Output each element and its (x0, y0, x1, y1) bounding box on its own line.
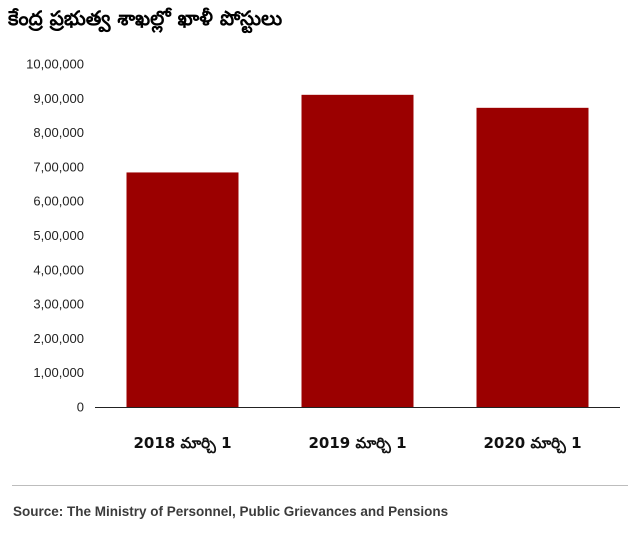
y-tick-label: 0 (77, 400, 84, 415)
x-tick-label: 2020 మార్చి 1 (484, 434, 582, 454)
x-axis-labels: 2018 మార్చి 1 2019 మార్చి 1 2020 మార్చి 1 (134, 434, 582, 454)
y-tick-label: 3,00,000 (33, 297, 84, 312)
y-tick-label: 2,00,000 (33, 331, 84, 346)
x-tick-label: 2019 మార్చి 1 (309, 434, 407, 454)
bar-1 (126, 172, 239, 407)
y-tick-label: 4,00,000 (33, 262, 84, 277)
y-tick-label: 5,00,000 (33, 228, 84, 243)
bar-2 (301, 94, 414, 408)
bars (126, 94, 589, 408)
y-axis: 0 1,00,000 2,00,000 3,00,000 4,00,000 5,00,00… (26, 57, 84, 415)
bar-3 (476, 107, 589, 407)
y-tick-label: 9,00,000 (33, 91, 84, 106)
y-tick-label: 7,00,000 (33, 159, 84, 174)
x-tick-label: 2018 మార్చి 1 (134, 434, 232, 454)
y-tick-label: 1,00,000 (33, 365, 84, 380)
y-tick-label: 8,00,000 (33, 125, 84, 140)
y-tick-label: 6,00,000 (33, 194, 84, 209)
y-tick-label: 10,00,000 (26, 57, 84, 72)
bar-chart: 0 1,00,000 2,00,000 3,00,000 4,00,000 5,00,00… (26, 57, 620, 454)
divider (12, 485, 628, 486)
source-note: Source: The Ministry of Personnel, Publi… (13, 504, 449, 519)
chart-title: కేంద్ర ప్రభుత్వ శాఖల్లో ఖాళీ పోస్టులు (8, 6, 283, 30)
